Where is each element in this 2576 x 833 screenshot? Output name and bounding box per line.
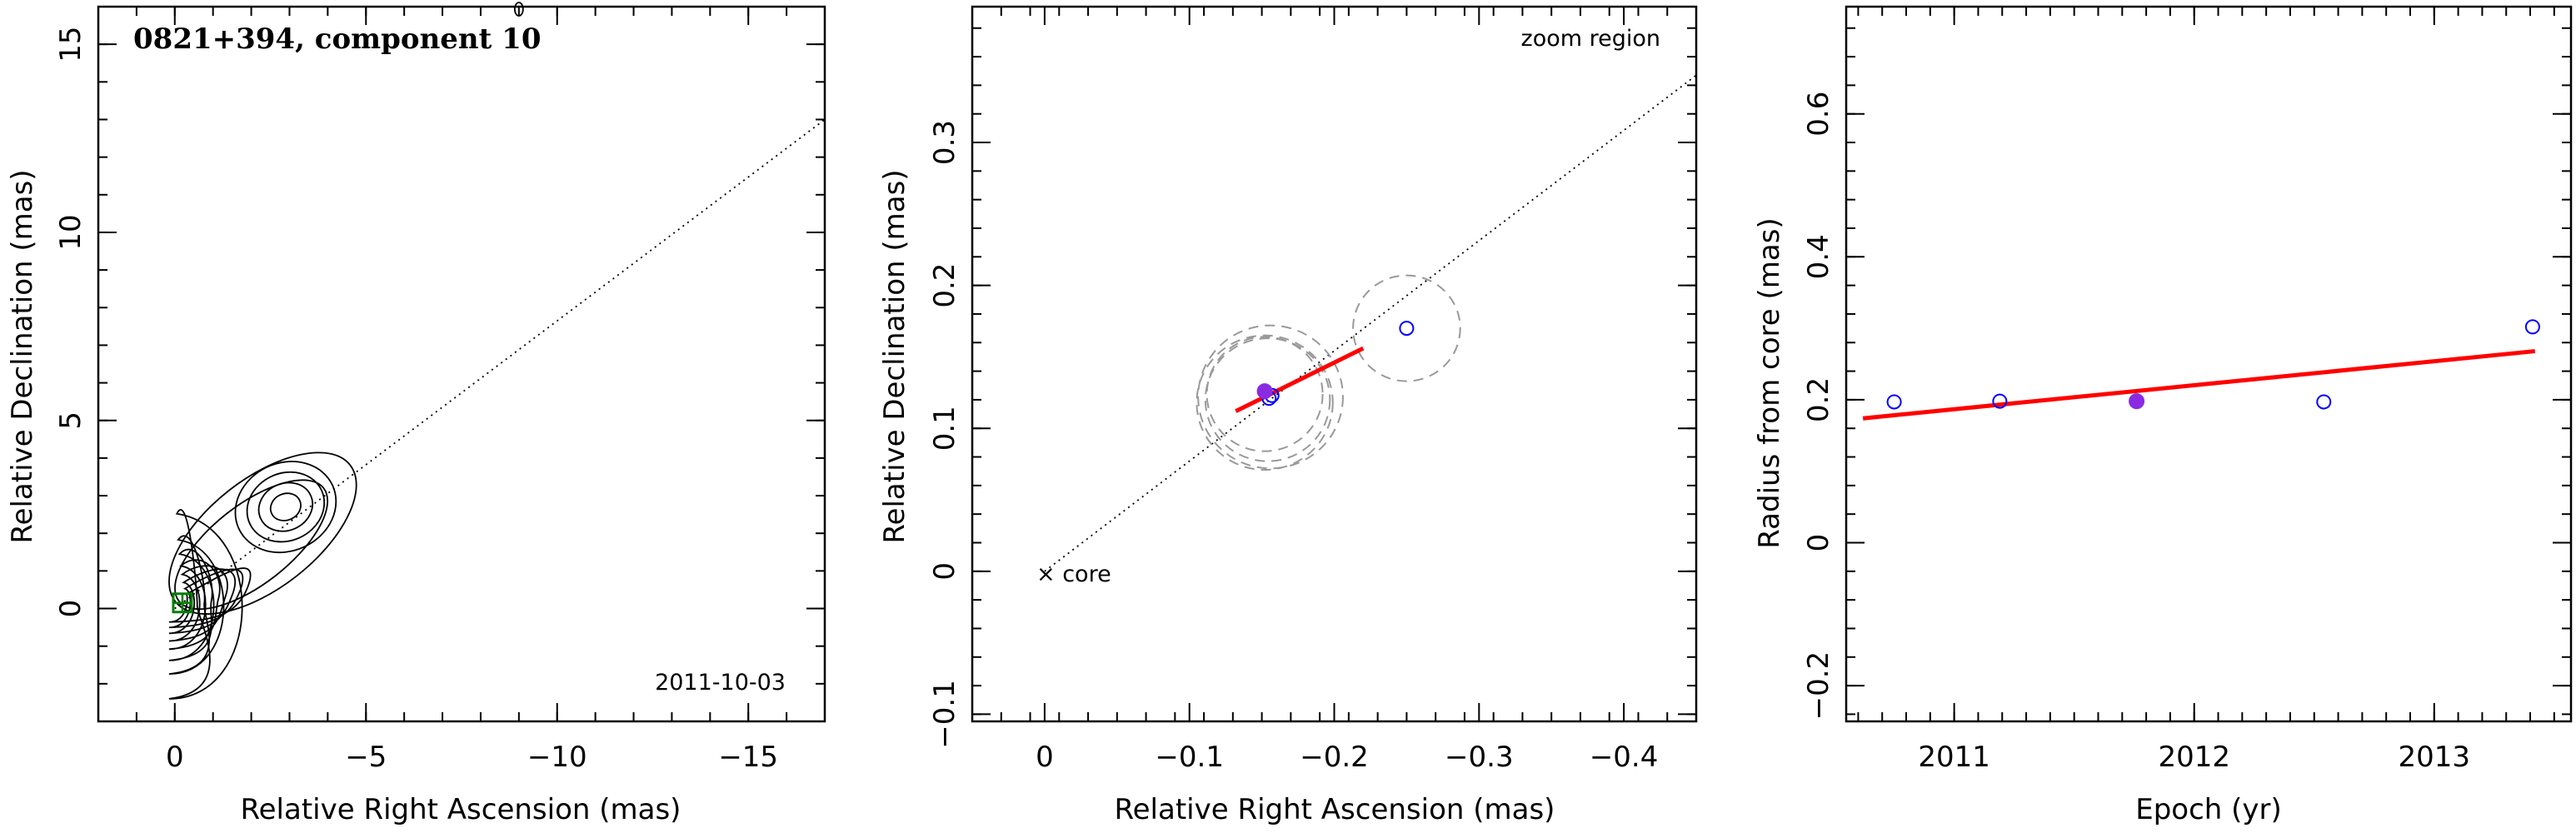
data-point-open [1886, 394, 1902, 410]
panel-contour-map: 0821+394, component 10 2011-10-03 Relati… [6, 2, 826, 826]
core-contour [168, 535, 225, 676]
component-size-circle [1204, 337, 1331, 462]
panel-radius-vs-epoch: Epoch (yr) Radius from core (mas) 2011 20… [1753, 5, 2573, 826]
x-tick-label: −0.4 [1590, 741, 1659, 774]
y-tick-label: 0.2 [928, 263, 961, 308]
x-tick-label: 2012 [2158, 741, 2230, 774]
x-tick-label: 0 [1036, 741, 1054, 774]
x-tick-label: −15 [718, 741, 778, 774]
core-contour [168, 559, 221, 651]
y-tick-label: 5 [54, 412, 87, 430]
component-size-circle [1197, 324, 1344, 470]
x-axis-title: Relative Right Ascension (mas) [241, 793, 681, 826]
fit-line [1235, 346, 1365, 413]
y-tick-label: −0.1 [928, 680, 961, 749]
x-tick-label: −0.1 [1155, 741, 1224, 774]
y-tick-label: 0 [54, 600, 87, 618]
x-tick-label: −5 [345, 741, 387, 774]
y-tick-label: 0 [1802, 534, 1835, 552]
x-tick-label: −10 [527, 741, 587, 774]
x-axis-title: Epoch (yr) [2135, 793, 2282, 826]
component-size-circle [1352, 274, 1461, 382]
y-tick-label: 0 [928, 562, 961, 581]
data-point-filled [1256, 383, 1273, 400]
y-tick-label: −0.2 [1802, 651, 1835, 721]
x-tick-label: 2013 [2399, 741, 2471, 774]
panel-title: 0821+394, component 10 [133, 22, 542, 56]
core-label: × core [1036, 561, 1111, 587]
x-tick-label: 0 [166, 741, 184, 774]
x-axis-title: Relative Right Ascension (mas) [1115, 793, 1555, 826]
y-tick-label: 0.4 [1802, 234, 1835, 279]
x-tick-label: 2011 [1918, 741, 1990, 774]
y-tick-label: 0.1 [928, 406, 961, 451]
y-axis-title: Relative Declination (mas) [6, 169, 39, 543]
jet-direction-line [1044, 74, 1697, 572]
x-tick-label: −0.3 [1445, 741, 1514, 774]
y-tick-label: 15 [54, 27, 87, 62]
y-tick-label: 0.6 [1802, 92, 1835, 137]
core-contour [168, 568, 244, 629]
y-tick-label: 0.2 [1802, 377, 1835, 422]
outer-jet-contour [168, 451, 357, 615]
y-tick-label: 10 [54, 214, 87, 250]
data-point-open [1399, 321, 1415, 337]
edge-contour [513, 2, 524, 17]
knot-contour [234, 461, 337, 554]
jet-direction-line [174, 118, 826, 610]
knot-contour [269, 492, 302, 521]
zoom-region-label: zoom region [1521, 26, 1660, 52]
fit-line [1862, 349, 2536, 421]
component-size-circle [1196, 334, 1334, 471]
panel-zoom-region: zoom region × core Relative Right Ascens… [878, 5, 1698, 826]
core-contour [168, 565, 228, 642]
knot-contour [246, 471, 326, 543]
data-point-filled [2129, 393, 2145, 410]
y-axis-title: Relative Declination (mas) [878, 169, 911, 543]
data-point-open [2316, 394, 2332, 410]
x-tick-label: −0.2 [1300, 741, 1369, 774]
data-point-open [2524, 319, 2540, 335]
outer-jet-contour [174, 479, 329, 611]
component-size-circle [1206, 336, 1324, 452]
core-contour [168, 548, 215, 661]
plot-frame [1845, 5, 2573, 723]
plot-frame [97, 5, 826, 723]
y-tick-label: 0.3 [928, 120, 961, 165]
y-axis-title: Radius from core (mas) [1753, 217, 1786, 548]
epoch-annotation: 2011-10-03 [655, 670, 786, 696]
data-point-open [1992, 393, 2008, 409]
